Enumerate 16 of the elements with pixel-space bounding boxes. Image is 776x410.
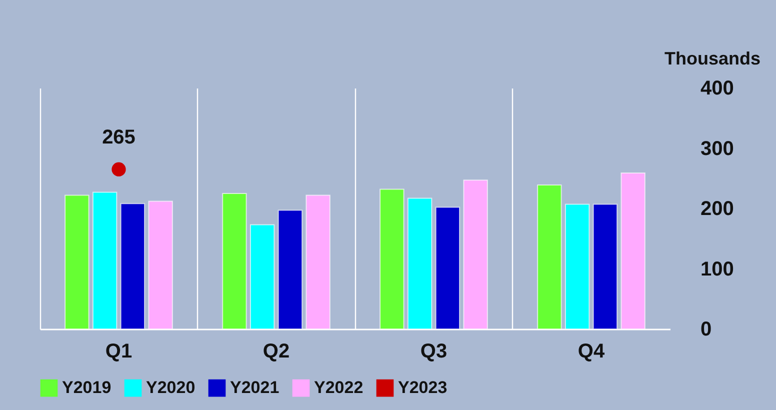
- legend-label: Y2023: [398, 378, 448, 398]
- x-tick-label: Q3: [420, 340, 448, 362]
- x-tick-label: Q4: [578, 340, 606, 362]
- data-label: 265: [102, 126, 136, 148]
- y-tick-label: 0: [700, 318, 712, 340]
- x-tick-label: Q1: [105, 340, 132, 362]
- legend-label: Y2019: [62, 378, 112, 398]
- y-tick-label: 300: [700, 138, 734, 160]
- legend-label: Y2020: [146, 378, 196, 398]
- y-tick-label: 200: [700, 198, 734, 220]
- y-tick-label: 100: [700, 258, 734, 280]
- legend-label: Y2021: [230, 378, 280, 398]
- y-tick-label: 400: [700, 78, 734, 100]
- x-tick-label: Q2: [262, 340, 290, 362]
- y-axis-title: Thousands: [664, 48, 760, 68]
- legend-label: Y2022: [314, 378, 364, 398]
